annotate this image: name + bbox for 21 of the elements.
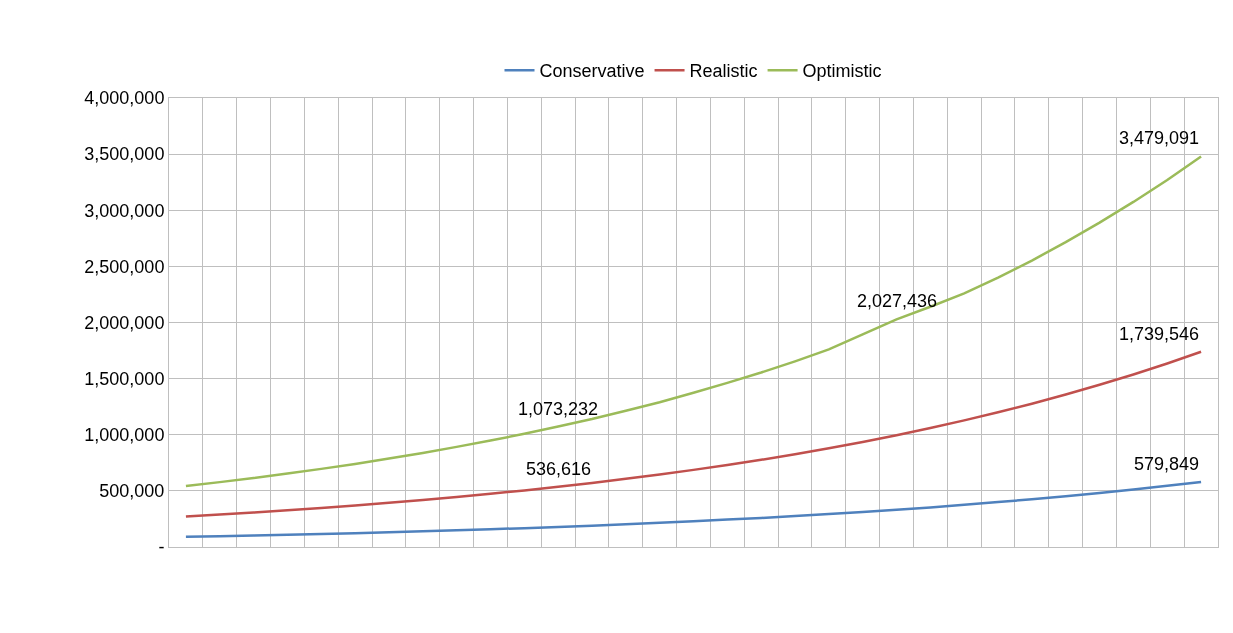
line-series [184, 350, 1203, 518]
line-series [184, 480, 1203, 539]
legend-label: Realistic [689, 61, 758, 82]
y-tick-label: 500,000 [99, 481, 165, 502]
y-tick-label: 1,000,000 [84, 425, 165, 446]
data-label: 3,479,091 [1119, 128, 1200, 148]
y-tick-label: 3,500,000 [84, 144, 165, 165]
data-label: 2,027,436 [857, 291, 938, 311]
line-series [184, 155, 1203, 488]
y-tick-label: 2,000,000 [84, 312, 165, 333]
data-label: 1,739,546 [1119, 324, 1200, 344]
y-tick-label: 4,000,000 [84, 88, 165, 109]
y-tick-label: 2,500,000 [84, 256, 165, 277]
legend-label: Optimistic [802, 61, 882, 82]
data-label: 536,616 [526, 459, 592, 479]
legend-label: Conservative [539, 61, 645, 82]
data-label: 1,073,232 [518, 399, 599, 419]
data-label: 579,849 [1134, 454, 1200, 474]
y-tick-label: 1,500,000 [84, 368, 165, 389]
y-tick-label: - [158, 537, 165, 558]
y-tick-label: 3,000,000 [84, 200, 165, 221]
